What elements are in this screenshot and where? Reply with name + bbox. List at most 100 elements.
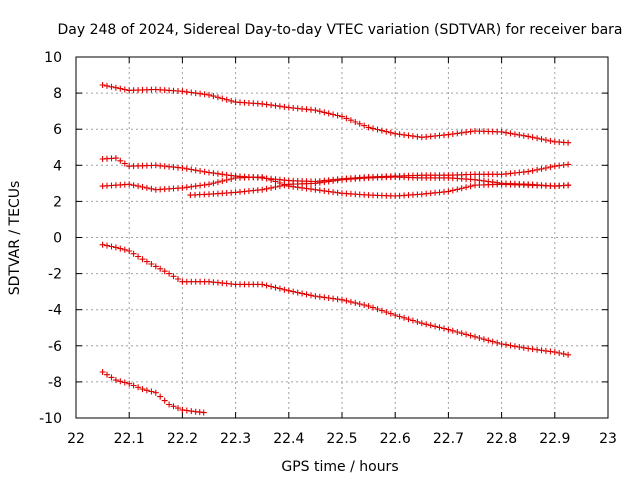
data-point — [316, 179, 323, 186]
series-sat-e — [99, 241, 572, 358]
data-point — [223, 171, 230, 178]
data-point — [272, 184, 279, 190]
data-point — [485, 178, 492, 185]
data-point — [445, 188, 452, 195]
data-point — [547, 164, 554, 171]
data-point — [463, 184, 470, 191]
data-point — [321, 179, 328, 186]
data-point — [112, 244, 119, 251]
data-point — [228, 176, 235, 182]
data-point — [534, 346, 541, 353]
data-point — [534, 166, 541, 173]
data-point — [485, 337, 492, 344]
data-point — [281, 286, 288, 293]
data-point — [418, 320, 425, 327]
data-point — [396, 131, 403, 138]
data-point — [112, 377, 119, 384]
y-tick-label: 8 — [53, 86, 62, 102]
y-tick-label: 4 — [53, 158, 62, 174]
data-point — [480, 336, 487, 343]
data-point — [135, 253, 142, 260]
data-point — [547, 137, 554, 144]
data-point — [387, 310, 394, 317]
data-point — [334, 189, 341, 196]
data-point — [104, 371, 110, 378]
data-point — [143, 387, 150, 394]
x-tick-label: 22.6 — [380, 431, 411, 447]
data-point — [339, 113, 345, 120]
data-point — [387, 129, 394, 136]
data-point — [525, 133, 532, 140]
data-point — [383, 128, 390, 135]
data-point — [449, 187, 456, 194]
data-point — [538, 165, 545, 172]
data-point — [538, 136, 545, 143]
data-point — [529, 346, 536, 353]
data-point — [507, 130, 514, 137]
data-point — [361, 122, 368, 129]
data-point — [188, 183, 195, 190]
data-point — [152, 263, 159, 270]
data-point — [494, 339, 501, 346]
data-point — [206, 181, 212, 188]
data-point — [210, 93, 217, 100]
data-point — [263, 175, 270, 182]
data-point — [272, 102, 279, 109]
data-point — [414, 133, 421, 140]
data-point — [503, 129, 509, 136]
data-point — [219, 171, 226, 178]
data-point — [334, 296, 341, 303]
x-tick-label: 22.2 — [167, 431, 198, 447]
data-point — [188, 166, 195, 173]
data-point — [463, 331, 470, 338]
x-tick-label: 22.9 — [539, 431, 570, 447]
data-point — [161, 268, 168, 275]
data-point — [135, 183, 142, 190]
data-point — [454, 329, 461, 335]
data-point — [112, 84, 119, 91]
data-point — [458, 185, 465, 192]
data-point — [542, 347, 549, 354]
data-point — [321, 294, 328, 301]
data-point — [117, 378, 124, 385]
data-point — [108, 83, 115, 90]
data-point — [206, 91, 212, 98]
data-point — [192, 183, 199, 190]
data-point — [423, 321, 430, 328]
data-point — [228, 97, 235, 104]
data-point — [126, 248, 133, 254]
y-tick-label: -8 — [48, 375, 62, 391]
data-point — [183, 184, 190, 191]
data-point — [472, 333, 478, 340]
data-point — [494, 179, 501, 186]
data-point — [396, 313, 403, 320]
data-point — [556, 162, 563, 169]
data-point — [268, 102, 275, 109]
data-point — [511, 343, 518, 350]
data-point — [214, 170, 221, 177]
data-point — [334, 112, 341, 119]
data-point — [197, 90, 204, 97]
data-point — [121, 379, 128, 386]
data-point — [268, 177, 275, 183]
data-point — [263, 282, 270, 289]
series-sat-f — [99, 369, 207, 416]
data-point — [511, 131, 518, 138]
data-point — [365, 303, 372, 310]
data-point — [121, 246, 128, 253]
data-point — [321, 187, 328, 194]
data-point — [126, 380, 133, 387]
data-point — [276, 285, 283, 292]
data-point — [219, 95, 226, 102]
data-point — [503, 341, 509, 348]
data-point — [370, 125, 376, 132]
data-point — [290, 288, 297, 295]
data-point — [201, 168, 208, 175]
data-point — [498, 341, 505, 347]
data-point — [188, 89, 195, 96]
data-point — [458, 129, 465, 136]
data-point — [104, 82, 110, 89]
data-point — [409, 133, 416, 140]
data-point — [99, 369, 106, 375]
data-point — [201, 181, 208, 188]
